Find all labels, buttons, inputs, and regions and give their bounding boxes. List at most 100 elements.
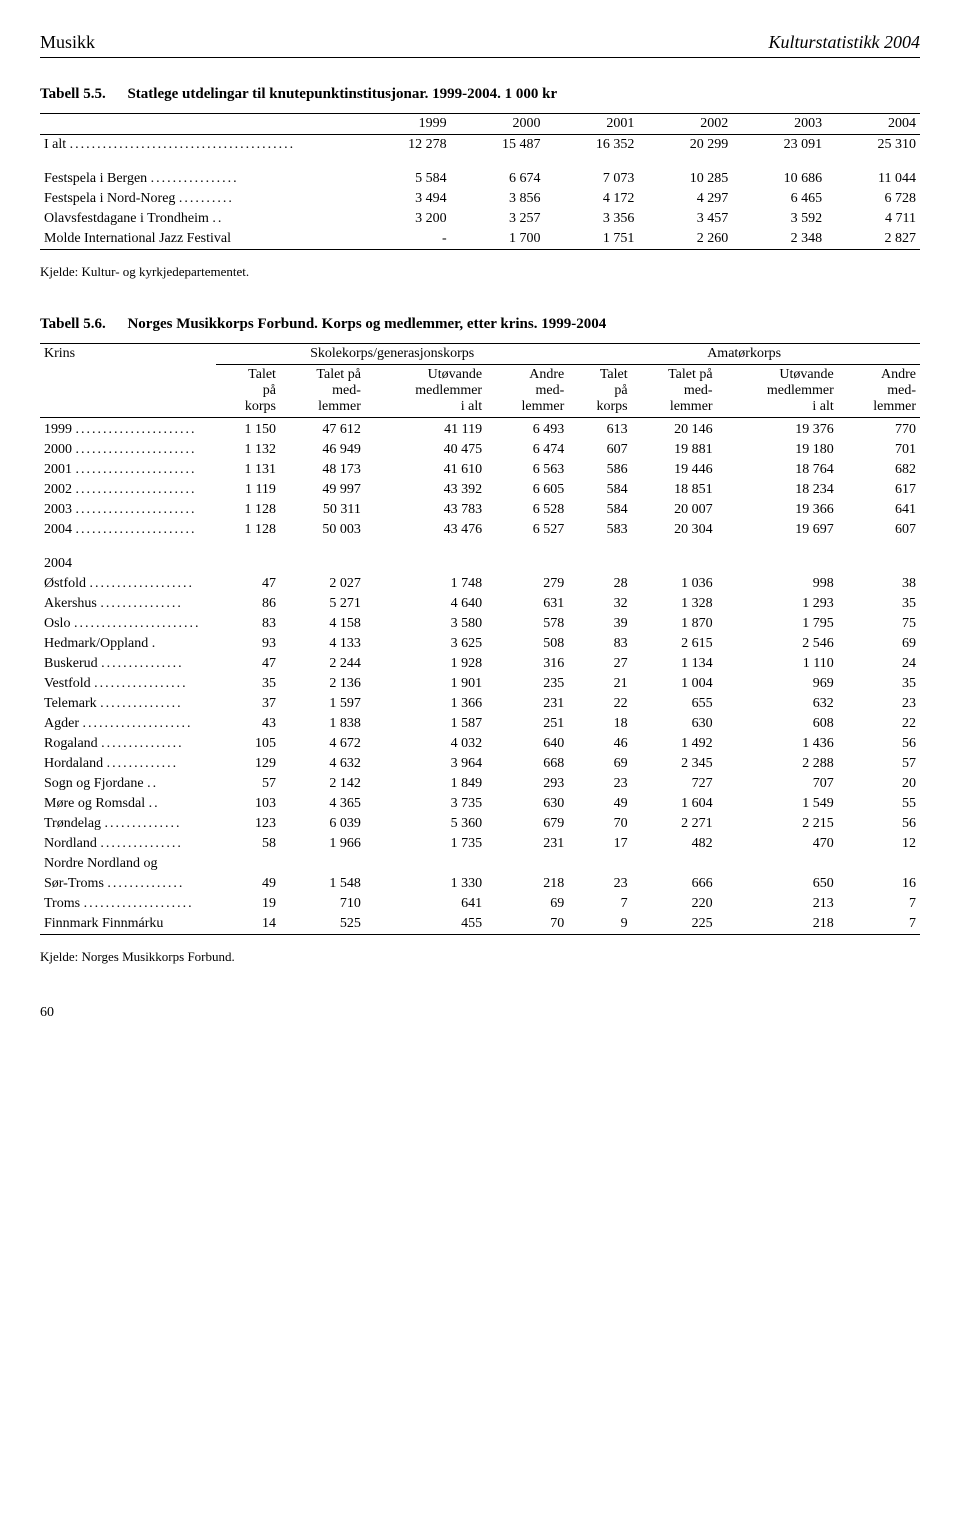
cell: 1 128 [216,500,280,520]
cell: 69 [838,634,920,654]
table-55-caption: Statlege utdelingar til knutepunktinstit… [127,86,557,102]
col-head: lemmer [522,399,565,414]
cell: 9 [568,914,631,935]
col-head: korps [245,399,276,414]
cell: 613 [568,420,631,440]
row-label: 2004 ...................... [40,520,216,540]
cell: 251 [486,714,568,734]
cell: 2 244 [280,654,365,674]
cell: 49 [568,794,631,814]
cell: 43 [216,714,280,734]
cell: 1 128 [216,520,280,540]
row-label: Akershus ............... [40,594,216,614]
cell: 19 376 [717,420,838,440]
table-row: Hedmark/Oppland .934 1333 625508832 6152… [40,634,920,654]
col-year: 2002 [638,114,732,135]
cell: 1 901 [365,674,486,694]
cell: 24 [838,654,920,674]
col-year: 1999 [357,114,451,135]
table-row: Oslo .......................834 1583 580… [40,614,920,634]
col-year: 2000 [451,114,545,135]
row-label: Troms .................... [40,894,216,914]
cell: 16 352 [545,135,639,156]
cell: 19 881 [632,440,717,460]
cell: 2 827 [826,229,920,250]
col-year: 2003 [732,114,826,135]
cell: 3 494 [357,189,451,209]
cell: 43 783 [365,500,486,520]
cell: 14 [216,914,280,935]
cell: 18 234 [717,480,838,500]
cell: 70 [486,914,568,935]
col-head: Andre [881,367,916,382]
cell: 631 [486,594,568,614]
table-row: Hordaland .............1294 6323 9646686… [40,754,920,774]
cell: 3 356 [545,209,639,229]
cell: 584 [568,500,631,520]
cell: 70 [568,814,631,834]
table-row: Olavsfestdagane i Trondheim ..3 2003 257… [40,209,920,229]
cell: 50 311 [280,500,365,520]
cell: 57 [838,754,920,774]
cell: 43 392 [365,480,486,500]
cell: 1 436 [717,734,838,754]
cell: 10 285 [638,169,732,189]
cell: 668 [486,754,568,774]
cell: 27 [568,654,631,674]
col-head: Talet på [316,367,361,382]
cell: 55 [838,794,920,814]
table-row: Østfold ...................472 0271 7482… [40,574,920,594]
cell: 35 [838,594,920,614]
cell: 617 [838,480,920,500]
cell: 1 870 [632,614,717,634]
cell: 583 [568,520,631,540]
table-row: 1999 ......................1 15047 61241… [40,420,920,440]
cell: 6 674 [451,169,545,189]
cell: 43 476 [365,520,486,540]
cell: 35 [216,674,280,694]
cell: 727 [632,774,717,794]
cell: 584 [568,480,631,500]
cell: 213 [717,894,838,914]
cell: 1 134 [632,654,717,674]
table-55-title: Tabell 5.5. Statlege utdelingar til knut… [40,86,920,103]
cell: 4 133 [280,634,365,654]
cell: 23 091 [732,135,826,156]
col-year: 2004 [826,114,920,135]
cell: 770 [838,420,920,440]
cell: 20 [838,774,920,794]
row-label: 1999 ...................... [40,420,216,440]
cell: 1 366 [365,694,486,714]
cell: 4 297 [638,189,732,209]
cell: 83 [568,634,631,654]
cell: 607 [568,440,631,460]
cell: 23 [568,774,631,794]
row-label: I alt ..................................… [40,135,357,156]
table-row: Troms ....................19710641697220… [40,894,920,914]
cell: 50 003 [280,520,365,540]
cell: 707 [717,774,838,794]
col-head: lemmer [318,399,361,414]
cell: 2 345 [632,754,717,774]
row-label: 2002 ...................... [40,480,216,500]
cell: 655 [632,694,717,714]
cell: 2 027 [280,574,365,594]
cell: 2 348 [732,229,826,250]
cell: 22 [838,714,920,734]
cell: 22 [568,694,631,714]
cell: 46 949 [280,440,365,460]
row-label: Hordaland ............. [40,754,216,774]
col-head: i alt [461,399,482,414]
table-56-source: Kjelde: Norges Musikkorps Forbund. [40,949,920,965]
cell: 38 [838,574,920,594]
cell: 18 [568,714,631,734]
col-head: medlemmer [415,383,482,398]
cell: 1 748 [365,574,486,594]
cell: 632 [717,694,838,714]
cell: 679 [486,814,568,834]
cell: 607 [838,520,920,540]
cell: 12 [838,834,920,854]
row-label: Sør-Troms .............. [40,874,216,894]
cell: 666 [632,874,717,894]
row-label: Buskerud ............... [40,654,216,674]
